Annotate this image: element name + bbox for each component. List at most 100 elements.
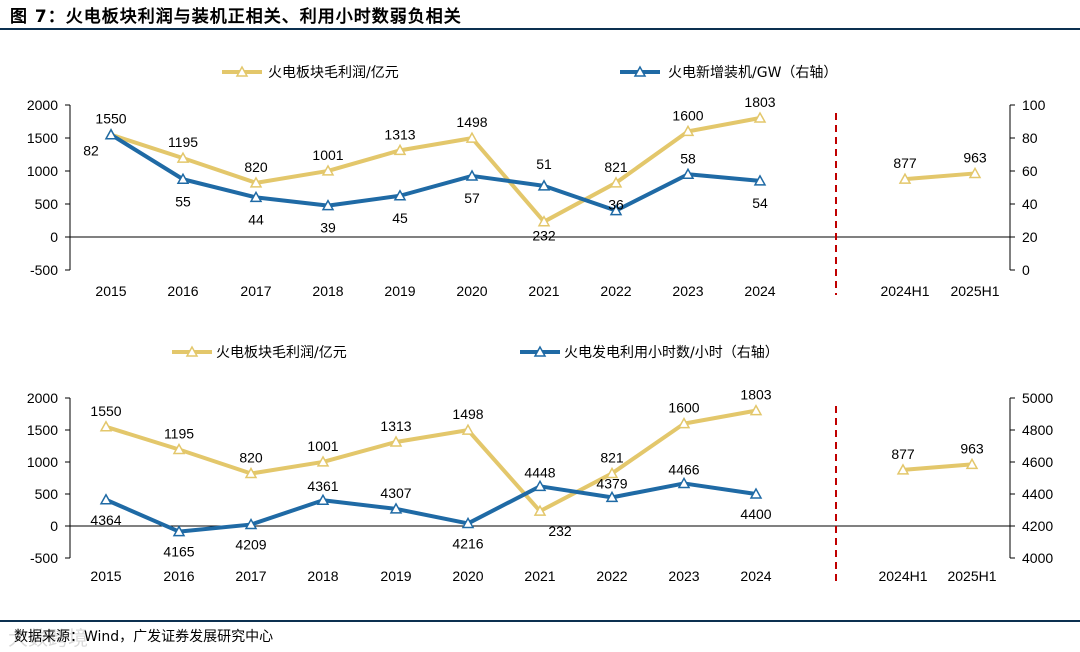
x-tick-label: 2015 — [95, 283, 126, 299]
right-tick-label: 100 — [1022, 97, 1046, 113]
x-tick-label: 2017 — [235, 568, 266, 584]
right-tick-label: 40 — [1022, 196, 1038, 212]
left-tick-label: 1000 — [27, 454, 58, 470]
legend-label: 火电新增装机/GW（右轴） — [668, 65, 837, 81]
data-point-marker — [609, 204, 623, 216]
right-tick-label: 4600 — [1022, 454, 1053, 470]
data-label: 1001 — [307, 438, 338, 454]
data-point-marker — [244, 466, 258, 479]
data-label: 821 — [604, 159, 628, 175]
data-point-marker — [605, 490, 619, 503]
data-label: 4400 — [740, 506, 771, 522]
x-tick-label: 2020 — [456, 283, 487, 299]
x-tick-label: 2024 — [744, 283, 775, 299]
x-tick-label: 2022 — [600, 283, 631, 299]
right-tick-label: 4400 — [1022, 486, 1053, 502]
data-label: 4307 — [380, 485, 411, 501]
data-point-marker — [753, 111, 767, 123]
data-point-marker — [389, 502, 403, 514]
data-point-marker — [533, 479, 547, 492]
data-point-marker — [537, 179, 551, 191]
data-point-marker — [176, 151, 190, 163]
data-point-marker — [537, 215, 551, 227]
left-tick-label: -500 — [30, 262, 58, 278]
x-tick-label: 2019 — [384, 283, 415, 299]
left-tick-label: 0 — [50, 229, 58, 245]
data-point-marker — [316, 493, 330, 505]
series-line-profit — [902, 462, 973, 472]
data-label: 1001 — [312, 147, 343, 163]
right-tick-label: 5000 — [1022, 390, 1053, 406]
data-label: 44 — [248, 211, 264, 227]
data-point-marker — [172, 442, 186, 455]
data-label: 58 — [680, 150, 696, 166]
data-point-marker — [389, 435, 403, 447]
left-tick-label: 2000 — [27, 390, 58, 406]
data-label: 963 — [960, 440, 984, 456]
x-tick-label: 2024H1 — [878, 568, 927, 584]
x-tick-label: 2016 — [163, 568, 194, 584]
x-tick-label: 2021 — [524, 568, 555, 584]
data-label: 1313 — [384, 126, 415, 142]
data-label: 820 — [244, 159, 268, 175]
data-point-marker — [753, 174, 767, 186]
data-point-marker — [465, 131, 479, 143]
right-tick-label: 4000 — [1022, 550, 1053, 566]
data-point-marker — [393, 143, 407, 156]
data-point-marker — [172, 525, 186, 537]
legend-swatch-marker — [235, 65, 249, 77]
series-line-profit — [110, 116, 761, 224]
data-label: 1803 — [740, 387, 771, 403]
data-point-marker — [321, 164, 335, 176]
x-tick-label: 2021 — [528, 283, 559, 299]
data-point-marker — [461, 516, 475, 529]
series-line-right-axis — [105, 481, 757, 534]
data-point-marker — [965, 457, 979, 470]
x-tick-label: 2025H1 — [950, 283, 999, 299]
figure-title: 图 7：火电板块利润与装机正相关、利用小时数弱负相关 — [10, 7, 462, 27]
data-label: 1498 — [456, 114, 487, 130]
data-label: 4165 — [163, 544, 194, 560]
data-label: 4364 — [90, 512, 121, 528]
data-label: 1550 — [95, 111, 126, 127]
right-tick-label: 60 — [1022, 163, 1038, 179]
source-note: 数据来源：Wind，广发证券发展研究中心 — [14, 629, 274, 645]
x-tick-label: 2024H1 — [880, 283, 929, 299]
data-label: 1195 — [168, 134, 198, 150]
legend-swatch-marker — [633, 65, 647, 77]
data-point-marker — [461, 423, 475, 435]
data-point-marker — [681, 124, 695, 137]
data-label: 45 — [392, 210, 408, 226]
data-label: 4448 — [524, 464, 555, 480]
data-point-marker — [749, 404, 763, 416]
data-point-marker — [249, 176, 263, 188]
data-point-marker — [176, 172, 190, 184]
data-point-marker — [244, 518, 258, 530]
data-label: 4216 — [452, 535, 483, 551]
data-label: 55 — [175, 193, 191, 209]
data-point-marker — [316, 455, 330, 467]
x-tick-label: 2019 — [380, 568, 411, 584]
data-point-marker — [609, 176, 623, 188]
data-label: 1313 — [380, 418, 411, 434]
data-label: 39 — [320, 220, 336, 236]
data-label: 4379 — [596, 475, 627, 491]
data-point-marker — [605, 466, 619, 479]
legend-label: 火电发电利用小时数/小时（右轴） — [564, 345, 779, 361]
data-label: 820 — [239, 450, 263, 466]
left-tick-label: 0 — [50, 518, 58, 534]
data-label: 1550 — [90, 403, 121, 419]
data-point-marker — [677, 417, 691, 429]
data-point-marker — [677, 476, 691, 489]
right-tick-label: 0 — [1022, 262, 1030, 278]
data-point-marker — [104, 128, 118, 140]
x-tick-label: 2025H1 — [947, 568, 996, 584]
data-label: 57 — [464, 190, 480, 206]
left-tick-label: 1500 — [27, 422, 58, 438]
data-label: 1600 — [672, 107, 703, 123]
data-point-marker — [99, 493, 113, 505]
left-tick-label: 2000 — [27, 97, 58, 113]
data-point-marker — [533, 504, 547, 516]
x-tick-label: 2015 — [90, 568, 121, 584]
data-label: 1195 — [164, 426, 194, 442]
